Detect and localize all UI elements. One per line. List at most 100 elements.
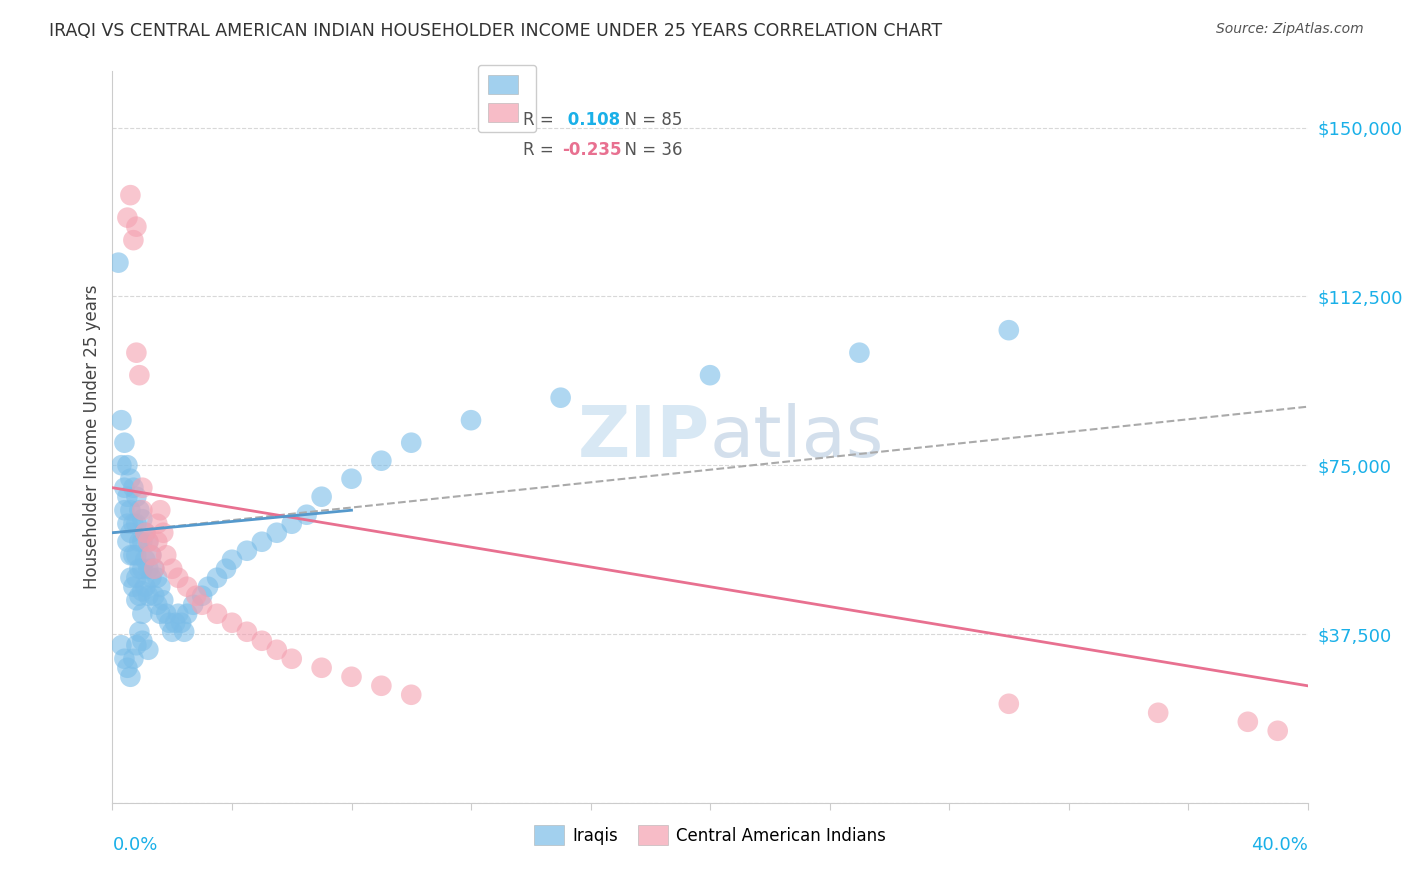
Point (114, 481, 135, 495)
Point (550, 391, 572, 405)
Point (266, 642, 288, 657)
Text: ZIP: ZIP (578, 402, 710, 472)
Point (149, 607, 172, 621)
Point (138, 534, 160, 549)
Point (141, 548, 163, 562)
Point (311, 490, 333, 504)
Point (149, 580, 172, 594)
Point (134, 525, 156, 540)
Text: 0.0%: 0.0% (112, 836, 157, 854)
Point (125, 571, 148, 585)
Point (1267, 723, 1289, 738)
Point (128, 589, 150, 603)
Text: N = 85: N = 85 (614, 112, 682, 129)
Point (401, 688, 423, 702)
Point (167, 571, 190, 585)
Point (134, 525, 156, 540)
Point (295, 508, 318, 522)
Point (125, 219, 148, 234)
Point (1237, 714, 1260, 729)
Point (125, 548, 148, 562)
Point (176, 580, 198, 594)
Point (155, 548, 177, 562)
Point (162, 624, 183, 639)
Point (143, 589, 166, 603)
Point (205, 607, 228, 621)
Point (120, 548, 142, 562)
Point (110, 458, 132, 473)
Point (152, 525, 174, 540)
Point (122, 652, 145, 666)
Point (117, 661, 139, 675)
Point (221, 615, 243, 630)
Point (266, 525, 288, 540)
Point (181, 598, 204, 612)
Point (460, 413, 482, 427)
Point (138, 534, 160, 549)
Point (120, 188, 142, 202)
Point (125, 638, 148, 652)
Point (117, 490, 139, 504)
Point (149, 503, 172, 517)
Point (146, 516, 169, 531)
Point (138, 589, 160, 603)
Point (250, 633, 273, 648)
Point (128, 368, 150, 383)
Point (122, 548, 145, 562)
Point (131, 481, 153, 495)
Point (250, 534, 273, 549)
Point (167, 607, 190, 621)
Point (120, 503, 142, 517)
Point (117, 516, 139, 531)
Point (281, 652, 304, 666)
Point (146, 534, 169, 549)
Point (215, 562, 238, 576)
Point (120, 472, 142, 486)
Point (340, 472, 363, 486)
Point (128, 503, 150, 517)
Point (143, 562, 166, 576)
Point (114, 503, 135, 517)
Point (998, 697, 1021, 711)
Point (848, 345, 870, 359)
Point (128, 534, 150, 549)
Legend: Iraqis, Central American Indians: Iraqis, Central American Indians (526, 817, 894, 853)
Point (155, 607, 177, 621)
Text: 40.0%: 40.0% (1251, 836, 1308, 854)
Text: R =: R = (523, 112, 558, 129)
Point (143, 562, 166, 576)
Point (107, 255, 129, 269)
Text: IRAQI VS CENTRAL AMERICAN INDIAN HOUSEHOLDER INCOME UNDER 25 YEARS CORRELATION C: IRAQI VS CENTRAL AMERICAN INDIAN HOUSEHO… (49, 22, 942, 40)
Point (311, 661, 333, 675)
Point (122, 481, 145, 495)
Point (131, 512, 153, 526)
Text: R =: R = (523, 141, 558, 159)
Point (236, 543, 259, 558)
Point (120, 670, 142, 684)
Point (191, 598, 214, 612)
Point (205, 571, 228, 585)
Point (125, 345, 148, 359)
Point (146, 571, 169, 585)
Text: 0.108: 0.108 (562, 112, 620, 129)
Point (1147, 706, 1170, 720)
Point (138, 562, 160, 576)
Point (186, 589, 208, 603)
Point (125, 516, 148, 531)
Point (340, 670, 363, 684)
Point (120, 525, 142, 540)
Text: N = 36: N = 36 (614, 141, 682, 159)
Point (131, 562, 153, 576)
Point (114, 435, 135, 450)
Point (122, 580, 145, 594)
Text: atlas: atlas (710, 402, 884, 472)
Point (128, 624, 150, 639)
Point (117, 458, 139, 473)
Point (197, 580, 219, 594)
Point (128, 562, 150, 576)
Point (401, 435, 423, 450)
Point (191, 589, 214, 603)
Point (281, 516, 304, 531)
Point (131, 607, 153, 621)
Point (998, 323, 1021, 337)
